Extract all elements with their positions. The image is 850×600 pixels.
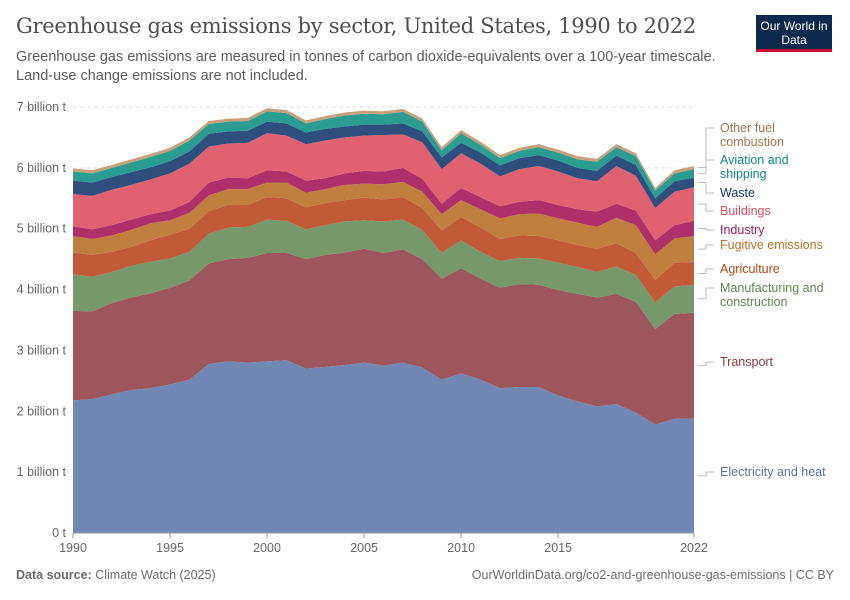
data-source: Data source: Climate Watch (2025) bbox=[16, 568, 216, 582]
x-tick-label: 2015 bbox=[544, 541, 572, 555]
y-tick-label: 3 billion t bbox=[17, 343, 67, 357]
area-manufacturing-and-construction bbox=[73, 219, 694, 330]
legend-connector bbox=[698, 287, 714, 300]
legend-label: Aviation and shipping bbox=[720, 153, 789, 181]
legend-connector bbox=[698, 471, 714, 477]
y-tick-label: 6 billion t bbox=[17, 161, 67, 175]
x-tick-label: 2010 bbox=[447, 541, 475, 555]
legend-label: Transport bbox=[720, 355, 774, 369]
chart-subtitle: Greenhouse gas emissions are measured in… bbox=[16, 49, 716, 84]
source-link[interactable]: Climate Watch (2025) bbox=[95, 568, 216, 582]
area-electricity-and-heat bbox=[73, 360, 694, 533]
legend-label: Waste bbox=[720, 186, 755, 200]
legend-connector bbox=[698, 244, 714, 250]
area-buildings bbox=[73, 133, 694, 241]
y-tick-label: 0 t bbox=[52, 526, 66, 540]
legend-label: Electricity and heat bbox=[720, 465, 826, 479]
legend-connector bbox=[698, 268, 714, 274]
x-tick-label: 2022 bbox=[680, 541, 708, 555]
source-label: Data source: bbox=[16, 568, 92, 582]
legend-label: Agriculture bbox=[720, 262, 780, 276]
legend-label: Manufacturing and construction bbox=[720, 281, 824, 309]
legend-label: Industry bbox=[720, 223, 765, 237]
area-transport bbox=[73, 248, 694, 425]
chart-title: Greenhouse gas emissions by sector, Unit… bbox=[16, 14, 696, 38]
x-tick-label: 1995 bbox=[156, 541, 184, 555]
y-tick-label: 5 billion t bbox=[17, 222, 67, 236]
legend-connector bbox=[698, 127, 714, 169]
y-tick-label: 4 billion t bbox=[17, 283, 67, 297]
area-waste bbox=[73, 121, 694, 209]
y-tick-label: 2 billion t bbox=[17, 404, 67, 418]
legend-connector bbox=[698, 203, 714, 212]
legend-connector bbox=[698, 227, 714, 231]
area-agriculture bbox=[73, 197, 694, 303]
legend-label: Buildings bbox=[720, 204, 771, 218]
footer-url[interactable]: OurWorldinData.org/co2-and-greenhouse-ga… bbox=[471, 568, 834, 582]
x-tick-label: 1990 bbox=[59, 541, 87, 555]
legend-label: Fugitive emissions bbox=[720, 238, 823, 252]
x-tick-label: 2000 bbox=[253, 541, 281, 555]
owid-logo[interactable]: Our World in Data bbox=[756, 15, 832, 52]
legend-label: Other fuel combustion bbox=[720, 121, 784, 149]
legend-connector bbox=[698, 361, 714, 367]
y-tick-label: 7 billion t bbox=[17, 100, 67, 114]
y-tick-label: 1 billion t bbox=[17, 465, 67, 479]
x-tick-label: 2005 bbox=[350, 541, 378, 555]
area-industry bbox=[73, 167, 694, 255]
area-fugitive-emissions bbox=[73, 181, 694, 280]
legend-connector bbox=[698, 181, 714, 194]
